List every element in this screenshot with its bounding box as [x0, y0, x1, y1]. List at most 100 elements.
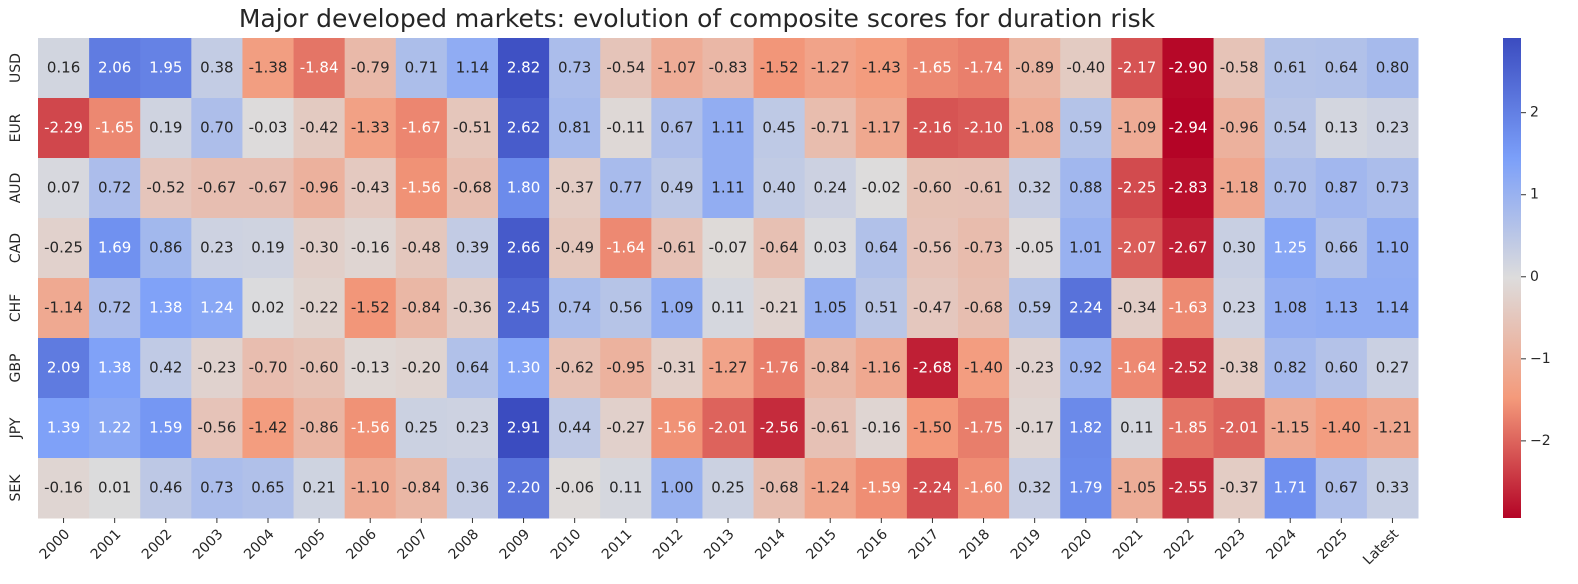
cell-value-label: 2.82 [507, 59, 540, 77]
heatmap-cell [1060, 158, 1112, 219]
heatmap-cell [191, 458, 243, 519]
heatmap-cell [702, 98, 755, 159]
heatmap-cell [242, 38, 295, 99]
heatmap-cell [958, 458, 1010, 519]
heatmap-cell [344, 338, 397, 399]
cell-value-label: 0.70 [1274, 179, 1307, 197]
y-tick-label: EUR [8, 113, 24, 142]
cell-value-label: 1.14 [1376, 299, 1409, 317]
cell-value-label: -0.22 [300, 299, 339, 317]
heatmap-cell [804, 458, 857, 519]
colorbar-tick-label: 2 [1530, 105, 1539, 121]
cell-value-label: 2.45 [507, 299, 540, 317]
heatmap-cell [804, 398, 857, 459]
cell-value-label: 1.11 [711, 179, 744, 197]
heatmap-cell [549, 98, 601, 159]
cell-value-label: 1.08 [1274, 299, 1307, 317]
cell-value-label: -0.68 [453, 179, 492, 197]
cell-value-label: 0.81 [558, 119, 591, 137]
heatmap-cell [446, 338, 499, 399]
x-tick-label: 2022 [1161, 526, 1198, 563]
cell-value-label: -1.50 [913, 419, 952, 437]
heatmap-cell [395, 98, 448, 159]
cell-value-label: -0.68 [760, 479, 799, 497]
cell-value-label: 1.11 [711, 119, 744, 137]
cell-value-label: 2.06 [98, 59, 131, 77]
heatmap-cell [344, 458, 397, 519]
colorbar-tick-label: 0 [1530, 269, 1539, 285]
cell-value-label: -1.10 [351, 479, 390, 497]
cell-value-label: 1.14 [456, 59, 489, 77]
x-tick-label: 2019 [1008, 526, 1045, 563]
heatmap-cell [191, 338, 243, 399]
heatmap-cell [1213, 218, 1266, 279]
cell-value-label: 1.38 [98, 359, 131, 377]
heatmap-cell [1315, 158, 1368, 219]
cell-value-label: -2.25 [1117, 179, 1156, 197]
heatmap-cell [855, 38, 908, 99]
cell-value-label: 0.32 [1018, 479, 1051, 497]
heatmap-cell [855, 338, 908, 399]
heatmap-cell [140, 338, 192, 399]
cell-value-label: 2.24 [1069, 299, 1102, 317]
cell-value-label: -0.51 [453, 119, 492, 137]
cell-value-label: 0.27 [1376, 359, 1409, 377]
cell-value-label: 0.67 [660, 119, 693, 137]
heatmap-cell [906, 398, 959, 459]
cell-value-label: 0.51 [865, 299, 898, 317]
x-tick-label: Latest [1360, 526, 1402, 568]
heatmap-cell [600, 398, 652, 459]
cell-value-label: -1.14 [44, 299, 83, 317]
cell-value-label: -1.59 [862, 479, 901, 497]
heatmap-cell [906, 338, 959, 399]
y-tick-label: AUD [8, 173, 24, 204]
cell-value-label: 0.82 [1274, 359, 1307, 377]
heatmap-cell [549, 398, 601, 459]
cell-value-label: 1.25 [1274, 239, 1307, 257]
heatmap-cell [1315, 338, 1368, 399]
cell-value-label: 0.88 [1069, 179, 1102, 197]
cell-value-label: -0.27 [606, 419, 645, 437]
cell-value-label: -2.17 [1117, 59, 1156, 77]
x-tick-label: 2023 [1212, 526, 1249, 563]
cell-value-label: -1.56 [657, 419, 696, 437]
cell-value-label: 0.64 [456, 359, 489, 377]
cell-value-label: -0.40 [1066, 59, 1105, 77]
heatmap-cell [446, 458, 499, 519]
cell-value-label: 0.64 [865, 239, 898, 257]
heatmap-cell [1366, 338, 1419, 399]
cell-value-label: 0.39 [456, 239, 489, 257]
cell-value-label: -0.54 [606, 59, 645, 77]
heatmap-cell [600, 458, 652, 519]
heatmap-cell [1315, 458, 1368, 519]
heatmap-cell [549, 458, 601, 519]
cell-value-label: 0.54 [1274, 119, 1307, 137]
heatmap-cell [549, 218, 601, 279]
heatmap-cell [1060, 338, 1112, 399]
heatmap-cell [395, 158, 448, 219]
cell-value-label: 0.32 [1018, 179, 1051, 197]
cell-value-label: -0.84 [402, 479, 441, 497]
heatmap-cell [191, 398, 243, 459]
heatmap-cell [242, 158, 295, 219]
cell-value-label: -0.23 [197, 359, 236, 377]
cell-value-label: 0.30 [1222, 239, 1255, 257]
heatmap-cell [1111, 398, 1163, 459]
heatmap-cell [293, 158, 346, 219]
cell-value-label: -2.29 [44, 119, 83, 137]
cell-value-label: -0.58 [1220, 59, 1259, 77]
heatmap-cell [600, 338, 652, 399]
x-tick-label: 2012 [650, 526, 687, 563]
heatmap-cell [702, 218, 755, 279]
cell-value-label: -1.18 [1220, 179, 1259, 197]
heatmap-cell [1315, 278, 1368, 339]
cell-value-label: 0.49 [660, 179, 693, 197]
heatmap-cell [549, 278, 601, 339]
cell-value-label: -0.02 [862, 179, 901, 197]
heatmap-cell [651, 398, 703, 459]
cell-value-label: 0.19 [149, 119, 182, 137]
cell-value-label: -0.86 [300, 419, 339, 437]
heatmap-cell [855, 398, 908, 459]
colorbar-tick-label: −1 [1530, 351, 1551, 367]
